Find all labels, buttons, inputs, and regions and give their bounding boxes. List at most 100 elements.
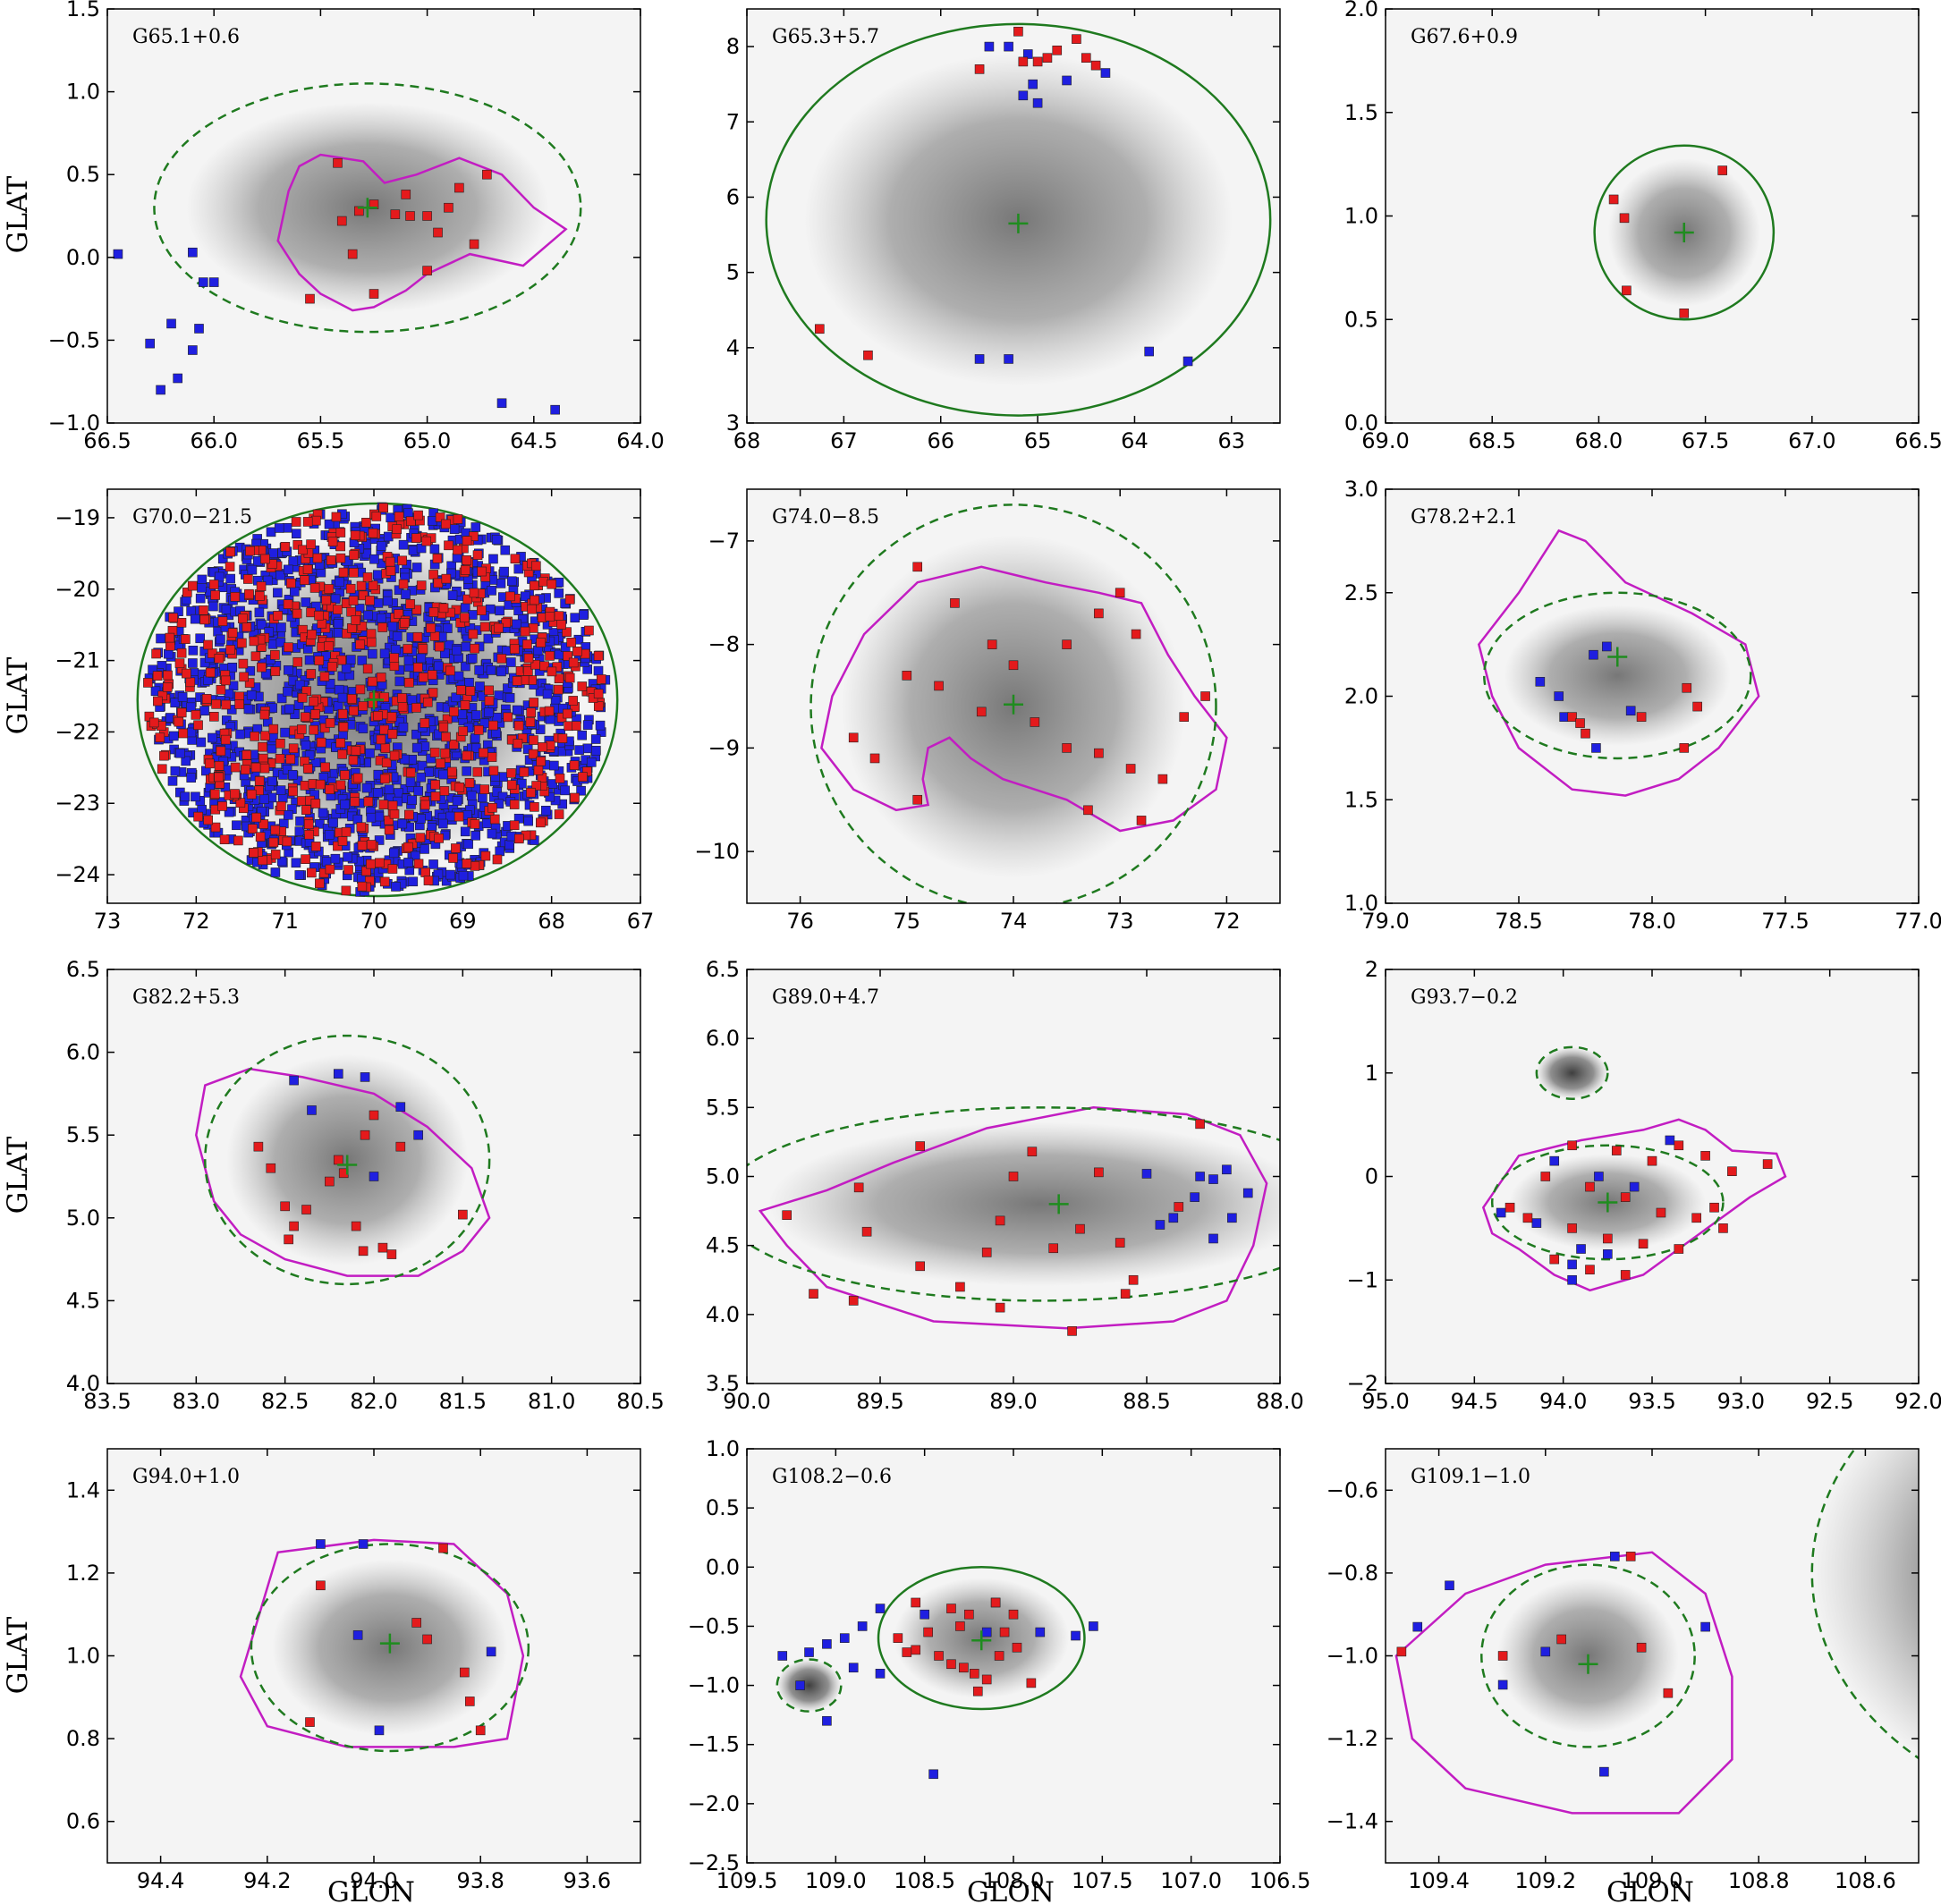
blue-point (437, 818, 448, 829)
emission-region (1811, 1449, 1919, 1758)
blue-point (486, 665, 496, 675)
red-point (934, 681, 944, 691)
red-point (319, 672, 330, 681)
red-point (436, 758, 445, 768)
blue-point (394, 788, 403, 798)
red-point (389, 661, 400, 672)
blue-point (470, 830, 481, 841)
blue-point (848, 1663, 859, 1673)
blue-point (452, 553, 462, 563)
red-point (531, 561, 541, 571)
red-point (182, 668, 191, 679)
red-point (538, 577, 548, 587)
red-point (564, 595, 575, 605)
red-point (162, 682, 173, 692)
blue-point (254, 607, 265, 618)
blue-point (199, 706, 209, 716)
red-point (316, 737, 326, 748)
red-point (861, 1226, 872, 1237)
red-point (369, 199, 379, 209)
blue-point (487, 828, 497, 839)
red-point (384, 825, 394, 835)
red-point (260, 554, 270, 564)
blue-point (301, 740, 311, 750)
red-point (233, 835, 243, 846)
blue-point (1022, 49, 1033, 59)
red-point (230, 592, 241, 602)
center-marker (1004, 694, 1023, 715)
red-point (238, 614, 248, 623)
blue-point (451, 692, 462, 703)
blue-point (156, 385, 165, 395)
red-point (250, 732, 259, 741)
red-point (1718, 1223, 1728, 1233)
red-point (1032, 56, 1043, 67)
red-point (373, 711, 383, 721)
blue-point (470, 710, 481, 720)
blue-point (1155, 1220, 1165, 1230)
x-tick-label: 108.0 (983, 1868, 1045, 1893)
red-point (1042, 53, 1053, 63)
x-tick-label: 68.5 (1468, 428, 1515, 453)
red-point (389, 653, 399, 663)
red-point (386, 566, 396, 576)
red-point (193, 811, 203, 822)
red-point (301, 805, 311, 815)
panel-8: 90.0 89.5 89.0 88.5 88.0 3.5 4.0 4.5 5.0 5.5 6.0 6.… (706, 957, 1304, 1414)
red-point (506, 780, 517, 790)
red-point (593, 651, 604, 661)
blue-point (328, 817, 338, 828)
blue-point (579, 610, 589, 620)
red-point (338, 567, 349, 578)
red-point (284, 1234, 293, 1245)
red-point (531, 781, 541, 791)
red-point (234, 699, 244, 709)
red-point (584, 625, 594, 636)
blue-point (470, 732, 480, 743)
red-point (462, 536, 472, 546)
red-point (165, 640, 175, 651)
red-point (214, 654, 225, 664)
blue-point (438, 769, 448, 780)
blue-point (360, 1072, 370, 1082)
blue-point (194, 324, 204, 334)
y-tick-label: −8 (708, 632, 740, 657)
blue-point (168, 731, 179, 741)
blue-point (405, 777, 416, 787)
red-point (902, 1647, 912, 1657)
red-point (934, 1651, 944, 1661)
source-circle (1483, 591, 1752, 760)
red-point (545, 611, 555, 622)
red-point (923, 1627, 933, 1637)
red-point (335, 780, 346, 791)
red-point (163, 670, 173, 681)
red-point (157, 690, 168, 701)
red-point (366, 629, 377, 639)
y-tick-label: −10 (694, 839, 740, 864)
red-point (268, 724, 279, 734)
red-point (1012, 1642, 1022, 1653)
y-tick-label: 4.0 (706, 1302, 740, 1327)
y-tick-label: −2 (1347, 1371, 1378, 1396)
red-point (1647, 1155, 1657, 1166)
red-point (374, 858, 385, 868)
red-point (403, 842, 413, 852)
x-tick-label: 90.0 (723, 1389, 770, 1414)
x-tick-label: 83.5 (83, 1389, 131, 1414)
x-tick-label: 65.5 (297, 428, 344, 453)
blue-point (443, 623, 453, 633)
red-point (470, 643, 479, 654)
red-point (320, 762, 330, 773)
blue-point (304, 750, 315, 760)
blue-point (875, 1604, 886, 1613)
red-point (428, 688, 438, 698)
red-point (174, 716, 184, 727)
red-point (258, 741, 267, 752)
red-point (255, 591, 265, 601)
y-tick-label: 0.5 (1344, 307, 1378, 332)
y-tick-label: 1.0 (1344, 204, 1378, 229)
blue-point (403, 508, 413, 519)
red-point (460, 613, 470, 622)
y-tick-label: 1.0 (66, 1644, 100, 1669)
red-point (316, 1580, 326, 1591)
